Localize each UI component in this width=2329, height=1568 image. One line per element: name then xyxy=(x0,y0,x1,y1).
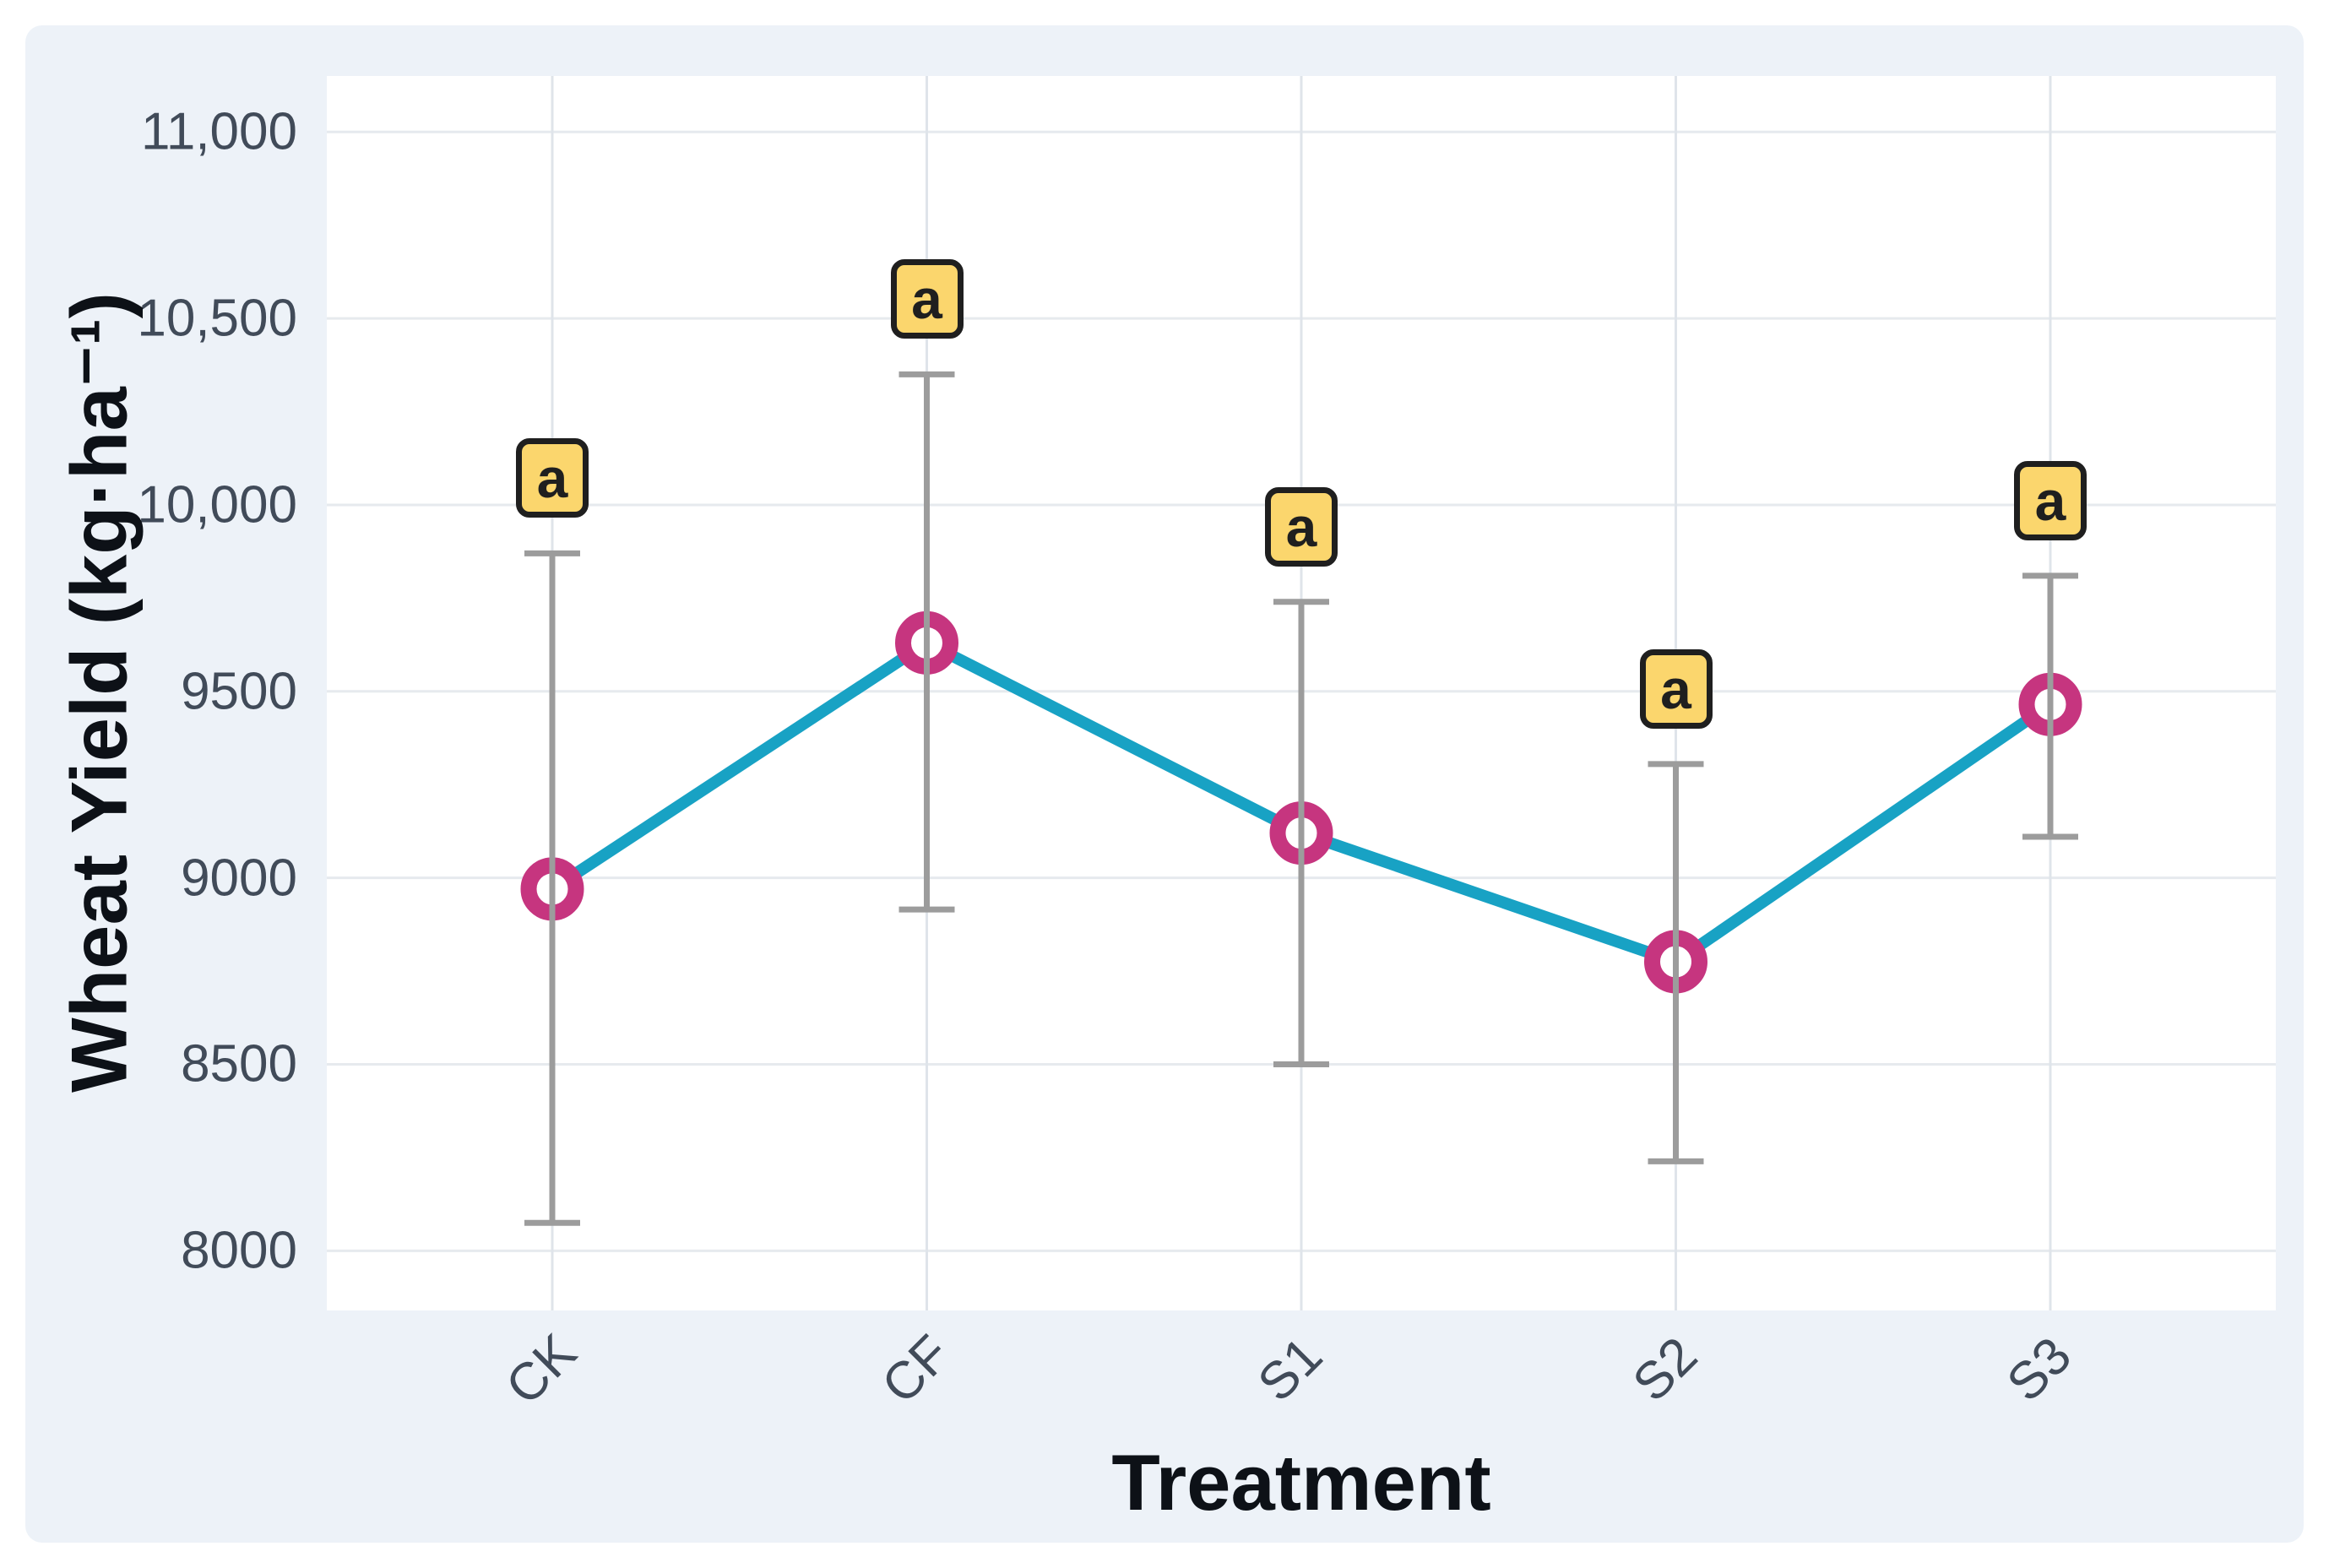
y-tick-label-10500: 10,500 xyxy=(137,289,297,348)
y-axis-title: Wheat Yield (kg·ha⁻¹) xyxy=(54,292,144,1093)
sig-badge-s3: a xyxy=(2014,460,2087,540)
y-tick-label-9500: 9500 xyxy=(181,662,297,721)
sig-badge-s1: a xyxy=(1265,486,1338,567)
y-tick-label-8000: 8000 xyxy=(181,1221,297,1280)
sig-badge-s2: a xyxy=(1639,648,1713,729)
y-tick-label-10000: 10,000 xyxy=(137,475,297,534)
y-tick-label-8500: 8500 xyxy=(181,1034,297,1093)
y-tick-label-9000: 9000 xyxy=(181,849,297,908)
sig-badge-cf: a xyxy=(890,259,964,339)
plot-area xyxy=(327,76,2276,1310)
chart-canvas xyxy=(327,76,2276,1310)
sig-badge-ck: a xyxy=(516,438,589,518)
y-tick-label-11000: 11,000 xyxy=(140,102,297,161)
x-axis-title: Treatment xyxy=(1111,1438,1491,1527)
